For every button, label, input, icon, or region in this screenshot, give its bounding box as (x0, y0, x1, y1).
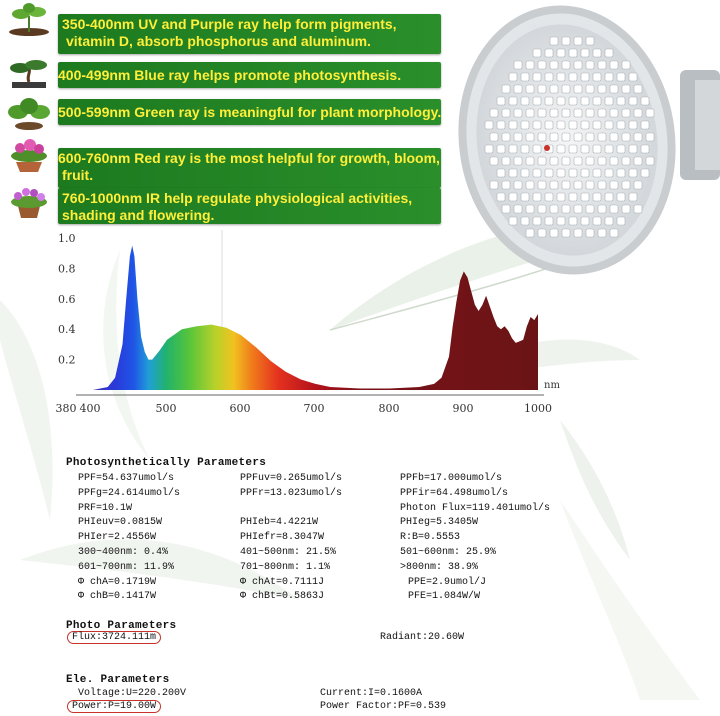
radiant-value: Radiant:20.60W (380, 632, 465, 643)
param-cell: 501~600nm: 25.9% (400, 547, 497, 558)
sprout-icon (9, 3, 49, 36)
y-tick-label: 0.2 (58, 354, 76, 367)
banner-uv-line2: vitamin D, absorb phosphorus and aluminu… (66, 33, 371, 49)
param-cell: Φ chAt=0.7111J (240, 576, 325, 588)
power-factor-value: Power Factor:PF=0.539 (320, 701, 447, 712)
param-cell: 300~400nm: 0.4% (78, 547, 169, 558)
y-tick-label: 0.6 (58, 293, 76, 306)
x-tick-label: 600 (230, 402, 251, 415)
param-cell: Φ chB=0.1417W (78, 591, 157, 603)
param-cell: PPF=54.637umol/s (78, 473, 175, 484)
banner-uv: 350-400nm UV and Purple ray help form pi… (58, 14, 441, 54)
param-cell: Photon Flux=119.401umol/s (400, 502, 551, 514)
banner-blue-line1: 400-499nm Blue ray helps promote photosy… (58, 67, 402, 83)
x-tick-label: 1000 (524, 402, 552, 415)
voltage-value: Voltage:U=220.200V (78, 688, 187, 699)
param-cell: 601~700nm: 11.9% (78, 561, 175, 573)
flowering-plant-icon (11, 139, 47, 172)
param-cell: PPFb=17.000umol/s (400, 473, 503, 484)
y-tick-label: 1.0 (58, 232, 76, 245)
param-cell: PHIeuv=0.0815W (78, 517, 163, 529)
bonsai-icon (10, 60, 47, 88)
param-cell: PRF=10.1W (78, 502, 133, 514)
x-tick-label: 800 (379, 402, 400, 415)
param-cell: PPFuv=0.265umol/s (240, 473, 343, 484)
param-cell: Φ chBt=0.5863J (240, 591, 325, 603)
photosynthetic-title: Photosynthetically Parameters (66, 457, 267, 469)
banner-uv-line1: 350-400nm UV and Purple ray help form pi… (62, 16, 397, 32)
led-lamp-illustration (458, 5, 720, 275)
param-cell: Φ chA=0.1719W (78, 576, 157, 588)
ele-params-title: Ele. Parameters (66, 674, 170, 686)
x-tick-label: 900 (453, 402, 474, 415)
param-cell: PPFr=13.023umol/s (240, 487, 343, 499)
power-value: Power:P=19.00W (67, 700, 162, 713)
banner-ir: 760-1000nm IR help regulate physiologica… (58, 188, 441, 224)
param-cell: PPFg=24.614umol/s (78, 487, 181, 499)
banner-green: 500-599nm Green ray is meaningful for pl… (58, 99, 441, 125)
param-cell: 401~500nm: 21.5% (240, 547, 337, 558)
banner-green-line1: 500-599nm Green ray is meaningful for pl… (58, 104, 442, 120)
flower-pot-icon (11, 188, 47, 218)
photo-params-title: Photo Parameters (66, 620, 177, 632)
x-axis-label: nm (544, 380, 560, 391)
leafy-plant-icon (8, 98, 50, 130)
banner-blue: 400-499nm Blue ray helps promote photosy… (58, 62, 441, 88)
banner-red-line2: fruit. (62, 167, 94, 183)
param-cell: PHIeb=4.4221W (240, 517, 319, 529)
flux-value: Flux:3724.111m (67, 631, 162, 644)
spectrum-chart: 380 400 500 600 700 800 900 1000 1.0 0.8 0.6 0.4 0.2… (56, 230, 560, 415)
param-cell: PFE=1.084W/W (408, 591, 481, 603)
param-cell: PHIeg=5.3405W (400, 517, 479, 529)
y-tick-label: 0.4 (58, 323, 76, 336)
x-tick-label: 500 (156, 402, 177, 415)
param-cell: 701~800nm: 1.1% (240, 561, 331, 573)
x-tick-label: 380 (56, 402, 77, 415)
banner-ir-line1: 760-1000nm IR help regulate physiologica… (62, 190, 413, 206)
y-tick-label: 0.8 (58, 262, 76, 275)
param-cell: PPE=2.9umol/J (408, 576, 487, 588)
banner-red: 600-760nm Red ray is the most helpful fo… (58, 148, 441, 188)
param-cell: PHIer=2.4556W (78, 532, 157, 544)
param-cell: PPFir=64.498umol/s (400, 487, 509, 499)
param-cell: PHIefr=8.3047W (240, 532, 325, 544)
banner-ir-line2: shading and flowering. (62, 207, 215, 223)
x-tick-label: 400 (80, 402, 101, 415)
x-tick-label: 700 (304, 402, 325, 415)
current-value: Current:I=0.1600A (320, 688, 423, 699)
param-cell: >800nm: 38.9% (400, 561, 479, 573)
param-cell: R:B=0.5553 (400, 532, 461, 544)
banner-red-line1: 600-760nm Red ray is the most helpful fo… (58, 150, 440, 166)
